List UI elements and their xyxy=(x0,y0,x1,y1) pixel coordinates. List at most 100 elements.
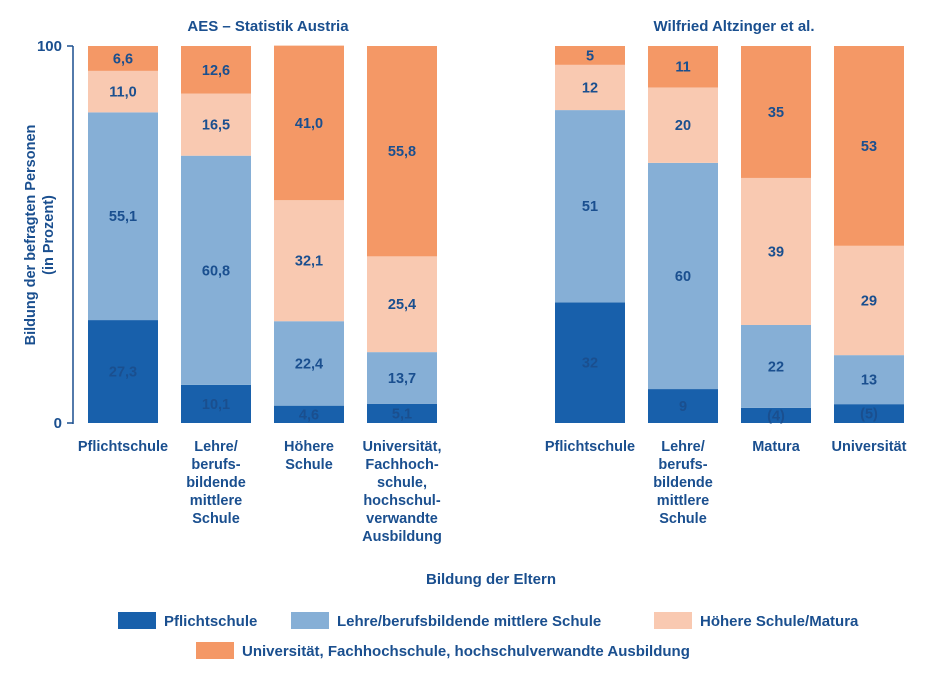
category-label-p2-c2-line3: bildende xyxy=(653,475,713,491)
bar-segment-p1-c4-s1 xyxy=(367,403,437,423)
data-label-p2-c3-s1: (4) xyxy=(767,408,785,424)
legend-swatch-1 xyxy=(118,612,156,629)
category-label-p1-c4-line6: Ausbildung xyxy=(362,529,442,545)
data-label-p1-c1-s1: 27,3 xyxy=(109,365,137,381)
data-label-p2-c1-s4: 5 xyxy=(586,48,594,64)
data-label-p2-c4-s4: 53 xyxy=(861,139,877,155)
bar-segment-p1-c3-s4 xyxy=(274,45,344,201)
data-label-p2-c2-s2: 60 xyxy=(675,269,691,285)
data-label-p1-c2-s4: 12,6 xyxy=(202,63,230,79)
chart-title-2: Wilfried Altzinger et al. xyxy=(654,18,815,35)
bar-segment-p1-c1-s4 xyxy=(88,46,158,71)
category-label-p2-c2-line2: berufs- xyxy=(658,457,707,473)
data-label-p1-c2-s1: 10,1 xyxy=(202,397,230,413)
bar-segment-p2-c4-s3 xyxy=(834,245,904,356)
data-label-p2-c3-s2: 22 xyxy=(768,359,784,375)
bar-segment-p2-c3-s3 xyxy=(741,177,811,325)
bar-segment-p1-c3-s2 xyxy=(274,321,344,406)
data-label-p2-c2-s3: 20 xyxy=(675,118,691,134)
bar-segment-p1-c2-s1 xyxy=(181,384,251,423)
data-label-p2-c2-s4: 11 xyxy=(675,60,690,76)
category-label-p1-c2-line4: mittlere xyxy=(190,493,242,509)
bar-segment-p1-c4-s2 xyxy=(367,352,437,404)
bar-segment-p2-c1-s2 xyxy=(555,110,625,303)
bar-segment-p1-c1-s1 xyxy=(88,320,158,423)
bar-segment-p1-c2-s2 xyxy=(181,155,251,385)
legend-label-3: Höhere Schule/Matura xyxy=(700,613,859,630)
bar-segment-p2-c1-s1 xyxy=(555,302,625,423)
bar-segment-p2-c2-s4 xyxy=(648,46,718,88)
data-label-p1-c1-s4: 6,6 xyxy=(113,51,133,67)
category-label-p1-c4-line1: Universität, xyxy=(363,439,442,455)
data-label-p1-c3-s3: 32,1 xyxy=(295,254,323,270)
bar-segment-p1-c4-s4 xyxy=(367,46,437,257)
data-label-p2-c1-s2: 51 xyxy=(582,199,598,215)
y-tick-label-100: 100 xyxy=(37,38,62,55)
x-axis-label: Bildung der Eltern xyxy=(426,571,556,588)
data-label-p1-c4-s3: 25,4 xyxy=(388,297,416,313)
y-tick-label-0: 0 xyxy=(54,415,62,432)
bar-segment-p1-c2-s4 xyxy=(181,46,251,94)
category-label-p1-c2-line1: Lehre/ xyxy=(194,439,238,455)
category-label-p2-c1-line1: Pflichtschule xyxy=(545,439,635,455)
bar-segment-p2-c4-s2 xyxy=(834,355,904,405)
bar-segment-p1-c3-s1 xyxy=(274,405,344,423)
data-label-p2-c3-s4: 35 xyxy=(768,105,784,121)
category-label-p1-c2-line3: bildende xyxy=(186,475,246,491)
bar-segment-p2-c2-s3 xyxy=(648,87,718,163)
bar-segment-p2-c4-s4 xyxy=(834,46,904,246)
category-label-p1-c4-line2: Fachhoch- xyxy=(365,457,438,473)
bar-segment-p1-c4-s3 xyxy=(367,256,437,353)
legend-label-1: Pflichtschule xyxy=(164,613,257,630)
chart-title-1: AES – Statistik Austria xyxy=(187,18,349,35)
data-label-p1-c4-s1: 5,1 xyxy=(392,406,412,422)
data-label-p1-c3-s1: 4,6 xyxy=(299,407,319,423)
bar-segment-p1-c1-s2 xyxy=(88,112,158,321)
data-label-p1-c3-s4: 41,0 xyxy=(295,116,323,132)
data-label-p1-c1-s2: 55,1 xyxy=(109,209,137,225)
bar-segment-p2-c2-s2 xyxy=(648,162,718,390)
category-label-p1-c4-line5: verwandte xyxy=(366,511,438,527)
legend-label-4: Universität, Fachhochschule, hochschulve… xyxy=(242,643,690,660)
bar-segment-p2-c2-s1 xyxy=(648,389,718,423)
category-label-p1-c2-line2: berufs- xyxy=(191,457,240,473)
category-label-p2-c2-line4: mittlere xyxy=(657,493,709,509)
category-label-p1-c4-line3: schule, xyxy=(377,475,427,491)
bar-segment-p2-c4-s1 xyxy=(834,404,904,423)
bar-segment-p1-c2-s3 xyxy=(181,93,251,156)
category-label-p1-c3-line2: Schule xyxy=(285,457,333,473)
bar-segment-p1-c3-s3 xyxy=(274,200,344,322)
category-label-p1-c4-line4: hochschul- xyxy=(363,493,441,509)
category-label-p2-c2-line5: Schule xyxy=(659,511,707,527)
category-label-p1-c3-line1: Höhere xyxy=(284,439,334,455)
data-label-p2-c2-s1: 9 xyxy=(679,399,687,415)
bar-segment-p1-c1-s3 xyxy=(88,70,158,113)
legend-label-2: Lehre/berufsbildende mittlere Schule xyxy=(337,613,601,630)
data-label-p2-c3-s3: 39 xyxy=(768,244,784,260)
bar-segment-p2-c3-s2 xyxy=(741,324,811,408)
data-label-p1-c1-s3: 11,0 xyxy=(109,85,136,101)
data-label-p1-c4-s4: 55,8 xyxy=(388,144,416,160)
category-label-p2-c3-line1: Matura xyxy=(752,439,800,455)
data-label-p2-c4-s1: (5) xyxy=(860,407,878,423)
y-axis-label: Bildung der befragten Personen (in Prozen… xyxy=(23,125,57,346)
bar-segment-p2-c3-s1 xyxy=(741,407,811,423)
bar-segment-p2-c1-s3 xyxy=(555,64,625,111)
bar-segment-p2-c1-s4 xyxy=(555,46,625,65)
data-label-p2-c1-s3: 12 xyxy=(582,80,598,96)
bar-segment-p2-c3-s4 xyxy=(741,46,811,178)
data-label-p1-c2-s2: 60,8 xyxy=(202,263,230,279)
data-label-p1-c3-s2: 22,4 xyxy=(295,356,323,372)
legend-swatch-4 xyxy=(196,642,234,659)
data-label-p1-c2-s3: 16,5 xyxy=(202,118,230,134)
data-label-p2-c4-s2: 13 xyxy=(861,373,877,389)
data-label-p2-c1-s1: 32 xyxy=(582,356,598,372)
category-label-p1-c1-line1: Pflichtschule xyxy=(78,439,168,455)
legend-swatch-2 xyxy=(291,612,329,629)
data-label-p1-c4-s2: 13,7 xyxy=(388,371,416,387)
data-label-p2-c4-s3: 29 xyxy=(861,293,877,309)
category-label-p1-c2-line5: Schule xyxy=(192,511,240,527)
category-label-p2-c4-line1: Universität xyxy=(832,439,907,455)
legend-swatch-3 xyxy=(654,612,692,629)
